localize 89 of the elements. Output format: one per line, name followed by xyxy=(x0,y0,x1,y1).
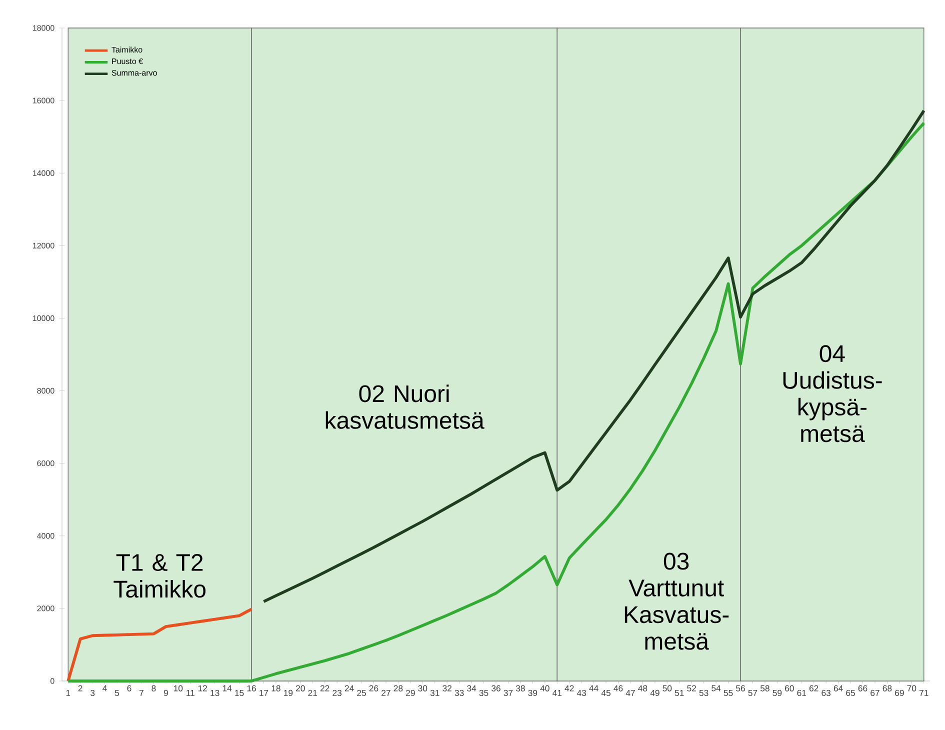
x-tick-label: 5 xyxy=(114,690,120,696)
x-tick-label: 60 xyxy=(785,685,794,692)
y-tick-label: 4000 xyxy=(37,533,54,539)
x-tick-label: 42 xyxy=(564,685,574,692)
x-tick-label: 19 xyxy=(284,690,293,696)
x-tick-label: 18 xyxy=(272,685,280,692)
band-label: 03 Varttunut Kasvatus-metsä xyxy=(624,552,729,650)
x-tick-label: 15 xyxy=(235,690,244,696)
y-tick-label: 2000 xyxy=(37,606,54,612)
band-label: 02 Nuori kasvatusmetsä xyxy=(326,384,484,429)
y-tick-label: 16000 xyxy=(32,98,54,104)
x-tick-label: 52 xyxy=(687,685,696,692)
x-tick-label: 61 xyxy=(797,690,806,696)
line-series xyxy=(66,608,253,682)
band-label: 04 Uudistus-kypsä-metsä xyxy=(783,345,882,442)
x-tick-label: 28 xyxy=(394,685,403,692)
x-tick-label: 32 xyxy=(442,685,452,692)
x-tick-label: 47 xyxy=(626,690,635,696)
x-tick-label: 65 xyxy=(846,690,855,696)
x-tick-label: 13 xyxy=(210,690,220,696)
x-tick-label: 12 xyxy=(198,685,207,692)
x-tick-label: 21 xyxy=(308,690,318,696)
x-tick-label: 57 xyxy=(748,690,758,696)
x-tick-label: 16 xyxy=(247,685,256,692)
x-tick-label: 30 xyxy=(418,685,428,692)
x-tick-label: 14 xyxy=(222,685,232,692)
x-tick-label: 69 xyxy=(895,690,904,696)
x-tick-label: 68 xyxy=(882,685,892,692)
x-tick-label: 1 xyxy=(66,690,70,696)
x-tick-label: 29 xyxy=(406,690,415,696)
x-tick-label: 31 xyxy=(430,690,440,696)
x-tick-label: 2 xyxy=(78,685,82,692)
x-tick-label: 24 xyxy=(344,685,354,692)
x-tick-label: 64 xyxy=(834,685,843,692)
x-tick-label: 58 xyxy=(760,685,770,692)
x-tick-label: 9 xyxy=(164,690,168,696)
x-tick-label: 54 xyxy=(712,685,721,692)
x-tick-label: 34 xyxy=(467,685,476,692)
x-tick-label: 63 xyxy=(822,690,831,696)
x-tick-label: 62 xyxy=(809,685,818,692)
x-tick-label: 66 xyxy=(858,685,868,692)
x-tick-label: 44 xyxy=(589,685,598,692)
x-tick-label: 27 xyxy=(382,690,390,696)
y-tick-label: 0 xyxy=(50,678,54,684)
y-tick-label: 8000 xyxy=(37,388,54,394)
x-tick-label: 38 xyxy=(516,685,525,692)
x-tick-label: 7 xyxy=(140,690,144,696)
y-tick-label: 14000 xyxy=(32,170,54,176)
x-tick-label: 53 xyxy=(699,690,708,696)
x-tick-label: 10 xyxy=(174,685,183,692)
x-tick-label: 25 xyxy=(357,690,366,696)
x-tick-label: 50 xyxy=(662,685,672,692)
x-tick-label: 33 xyxy=(454,690,464,696)
x-tick-label: 48 xyxy=(638,685,648,692)
x-tick-label: 6 xyxy=(127,685,132,692)
x-tick-label: 51 xyxy=(674,690,684,696)
x-tick-label: 43 xyxy=(576,690,586,696)
x-tick-label: 49 xyxy=(650,690,660,696)
x-tick-label: 26 xyxy=(369,685,378,692)
x-tick-label: 41 xyxy=(552,690,562,696)
y-tick-label: 10000 xyxy=(32,315,54,322)
x-tick-label: 4 xyxy=(102,685,107,692)
x-tick-label: 11 xyxy=(186,690,194,696)
x-tick-label: 3 xyxy=(90,690,95,696)
x-tick-label: 59 xyxy=(772,690,782,696)
x-tick-label: 67 xyxy=(870,690,880,696)
legend-label: Taimikko xyxy=(112,46,142,53)
x-tick-label: 39 xyxy=(528,690,538,696)
x-tick-label: 40 xyxy=(540,685,550,692)
x-tick-label: 70 xyxy=(907,685,916,692)
x-tick-label: 35 xyxy=(479,690,488,696)
x-tick-label: 36 xyxy=(492,685,500,692)
legend-label: Summa-arvo xyxy=(112,70,157,76)
x-tick-label: 55 xyxy=(724,690,733,696)
x-tick-label: 71 xyxy=(920,690,928,696)
y-tick-label: 6000 xyxy=(37,460,54,466)
band-label: T1 & T2 Taimikko xyxy=(114,554,206,598)
x-tick-label: 22 xyxy=(320,685,330,692)
y-tick-label: 12000 xyxy=(32,242,54,248)
x-tick-label: 46 xyxy=(614,685,623,692)
x-tick-label: 56 xyxy=(736,685,745,692)
x-tick-label: 23 xyxy=(332,690,342,696)
x-tick-label: 45 xyxy=(601,690,610,696)
x-tick-label: 8 xyxy=(152,685,156,692)
x-tick-label: 20 xyxy=(296,685,305,692)
y-tick-label: 18000 xyxy=(32,25,54,31)
legend-label: Puusto € xyxy=(112,58,143,64)
x-tick-label: 17 xyxy=(260,690,268,696)
x-tick-label: 37 xyxy=(504,690,513,696)
